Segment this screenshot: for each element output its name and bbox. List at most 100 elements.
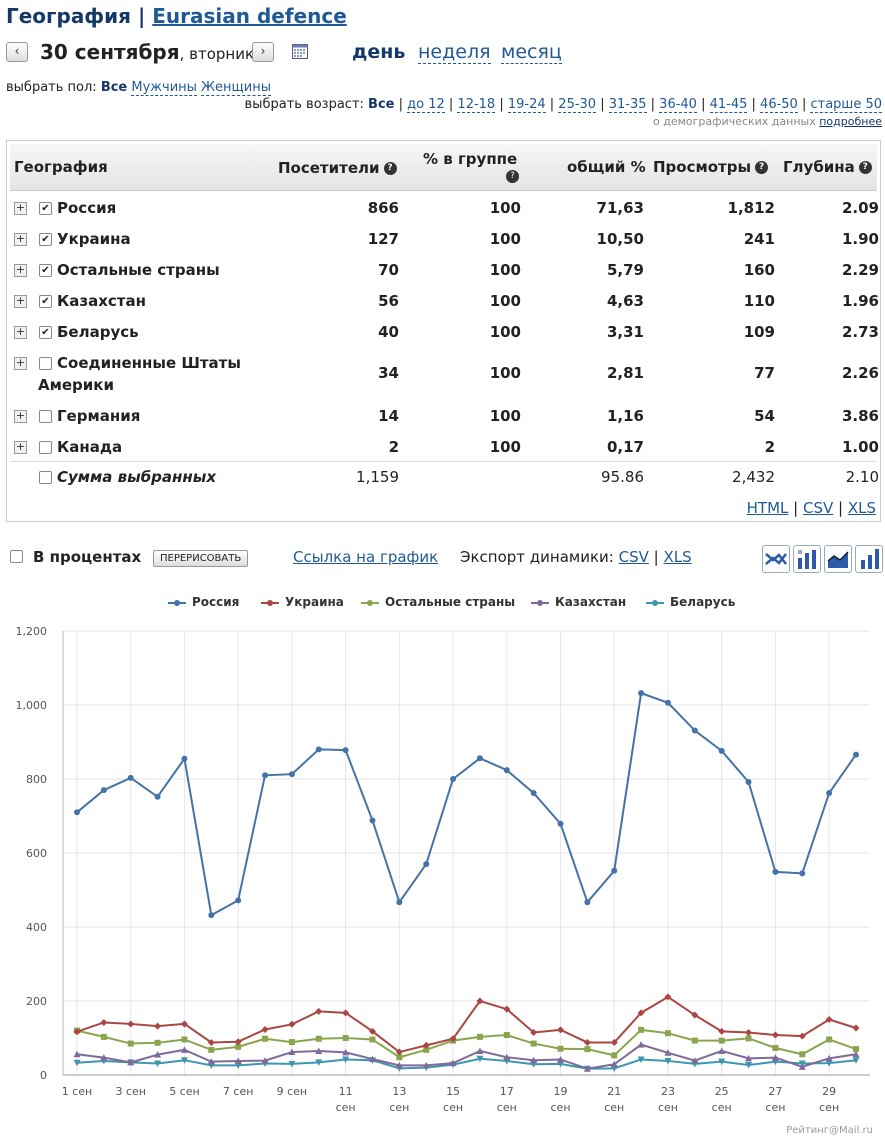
row-pct-total: 0,17	[606, 438, 644, 456]
chart-link[interactable]: Ссылка на график	[293, 548, 439, 566]
row-pct-total: 10,50	[596, 230, 644, 248]
row-checkbox[interactable]	[39, 410, 52, 423]
gender-all[interactable]: Все	[100, 80, 128, 95]
col-views[interactable]: Просмотры?	[653, 158, 769, 176]
data-point	[127, 1040, 134, 1047]
table-row: + Соединенные Штаты Америки 34 100 2,81 77 2.2…	[10, 352, 879, 396]
data-point	[557, 1055, 565, 1063]
help-icon[interactable]: ?	[506, 170, 519, 183]
percent-checkbox[interactable]	[10, 550, 23, 563]
data-point	[638, 1026, 645, 1033]
period-week[interactable]: неделя	[418, 41, 491, 64]
data-point	[503, 767, 510, 774]
help-icon[interactable]: ?	[755, 161, 769, 174]
col-depth[interactable]: Глубина?	[783, 158, 872, 176]
row-checkbox[interactable]: ✔	[39, 233, 52, 246]
period-day[interactable]: день	[352, 41, 406, 63]
age-option[interactable]: 19-24	[507, 97, 546, 113]
data-point	[557, 1045, 564, 1052]
row-pct-group: 100	[489, 364, 521, 382]
site-link[interactable]: Eurasian defence	[152, 4, 347, 28]
x-tick-label: 27 сен	[765, 1085, 785, 1114]
legend-item[interactable]: Россия	[168, 595, 239, 609]
summary-name: Сумма выбранных	[57, 468, 217, 486]
row-checkbox[interactable]	[39, 441, 52, 454]
expand-icon[interactable]: +	[14, 294, 27, 308]
line-cross-icon[interactable]	[762, 545, 790, 573]
row-checkbox[interactable]: ✔	[39, 202, 52, 215]
age-option[interactable]: 31-35	[608, 97, 647, 113]
row-views: 110	[743, 292, 775, 310]
expand-icon[interactable]: +	[14, 232, 27, 246]
data-point	[369, 1036, 376, 1043]
age-option[interactable]: Все	[368, 97, 395, 112]
age-separator: |	[696, 97, 710, 112]
data-point	[718, 1037, 725, 1044]
age-option[interactable]: 41-45	[709, 97, 748, 113]
expand-icon[interactable]: +	[14, 263, 27, 277]
data-point	[476, 1055, 484, 1063]
period-month[interactable]: месяц	[501, 41, 562, 64]
export-csv[interactable]: CSV	[802, 499, 834, 517]
age-separator: |	[646, 97, 660, 112]
title-sep: |	[137, 4, 146, 28]
demo-more-link[interactable]: подробнее	[819, 115, 882, 128]
help-icon[interactable]: ?	[858, 161, 872, 174]
row-checkbox[interactable]: ✔	[39, 295, 52, 308]
expand-icon[interactable]: +	[14, 409, 27, 423]
row-checkbox[interactable]: ✔	[39, 264, 52, 277]
row-checkbox[interactable]	[39, 357, 52, 370]
age-option[interactable]: до 12	[407, 97, 445, 113]
y-tick-label: 200	[26, 995, 47, 1008]
percent-label: В процентах	[33, 548, 142, 566]
legend-item[interactable]: Беларусь	[646, 595, 735, 609]
summary-checkbox[interactable]	[39, 471, 52, 484]
data-point	[315, 1007, 323, 1015]
row-checkbox[interactable]: ✔	[39, 326, 52, 339]
age-option[interactable]: старше 50	[810, 97, 882, 113]
legend-marker-icon	[361, 599, 379, 606]
data-point	[772, 1044, 779, 1051]
prev-day-button[interactable]: ‹	[6, 42, 28, 62]
age-option[interactable]: 46-50	[760, 97, 798, 113]
export-html[interactable]: HTML	[746, 499, 789, 517]
age-option[interactable]: 36-40	[659, 97, 697, 113]
legend-item[interactable]: Украина	[261, 595, 344, 609]
export-xls[interactable]: XLS	[847, 499, 876, 517]
legend-marker-icon	[261, 599, 279, 606]
data-point	[261, 1025, 269, 1033]
area-chart-icon[interactable]	[824, 545, 852, 573]
data-point	[288, 771, 295, 778]
age-option[interactable]: 25-30	[558, 97, 597, 113]
col-visitors[interactable]: Посетители?	[278, 159, 397, 177]
legend-item[interactable]: Казахстан	[531, 595, 626, 609]
data-point	[826, 790, 833, 797]
expand-icon[interactable]: +	[14, 201, 27, 215]
x-tick-label: 25 сен	[712, 1085, 732, 1114]
row-pct-group: 100	[489, 292, 521, 310]
data-point	[208, 1046, 215, 1053]
data-point	[637, 1009, 645, 1017]
redraw-button[interactable]: ПЕРЕРИСОВАТЬ	[153, 550, 249, 567]
bar-value-icon[interactable]	[793, 545, 821, 573]
help-icon[interactable]: ?	[383, 162, 397, 175]
export-dynamics-csv[interactable]: CSV	[618, 548, 649, 566]
legend-item[interactable]: Остальные страны	[361, 595, 515, 609]
table-row: + ✔ Россия 866 100 71,63 1,812 2.09	[10, 197, 879, 219]
age-option[interactable]: 12-18	[457, 97, 496, 113]
next-day-button[interactable]: ›	[252, 42, 274, 62]
gender-male[interactable]: Мужчины	[131, 80, 197, 96]
calendar-icon[interactable]	[292, 43, 308, 59]
row-name: Россия	[57, 199, 117, 217]
data-point	[584, 899, 591, 906]
bar-chart-icon[interactable]	[855, 545, 883, 573]
data-point	[262, 1035, 269, 1042]
expand-icon[interactable]: +	[14, 325, 27, 339]
data-point	[395, 1061, 403, 1069]
export-dynamics-xls[interactable]: XLS	[663, 548, 692, 566]
gender-female[interactable]: Женщины	[201, 80, 272, 96]
chart-toolbar: В процентах ПЕРЕРИСОВАТЬ Ссылка на графи…	[6, 545, 883, 575]
expand-icon[interactable]: +	[14, 356, 27, 370]
expand-icon[interactable]: +	[14, 440, 27, 454]
data-point	[207, 1058, 215, 1065]
